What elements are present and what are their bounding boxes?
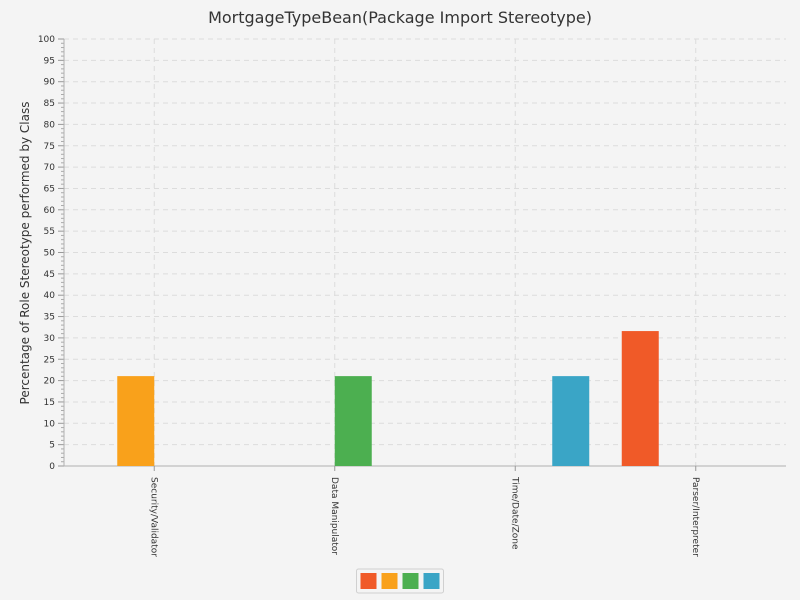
bar <box>552 376 590 466</box>
legend-swatch <box>381 573 398 589</box>
chart-title: MortgageTypeBean(Package Import Stereoty… <box>208 8 592 27</box>
y-tick-label: 65 <box>44 184 55 194</box>
y-tick-label: 75 <box>44 142 55 152</box>
legend-box <box>356 568 444 594</box>
x-tick-label: Security/Validator <box>148 477 158 557</box>
y-tick-label: 50 <box>44 249 56 259</box>
y-tick-label: 10 <box>44 419 56 429</box>
bar <box>117 376 155 466</box>
y-tick-label: 80 <box>44 120 56 130</box>
grid-lines <box>64 38 786 467</box>
y-tick-label: 30 <box>44 334 56 344</box>
y-tick-label: 90 <box>44 78 56 88</box>
x-tick-label: Parser/Interpreter <box>690 477 700 557</box>
y-tick-label: 20 <box>44 377 56 387</box>
y-tick-label: 0 <box>49 462 55 472</box>
legend-swatch <box>360 573 377 589</box>
y-tick-label: 25 <box>44 355 55 365</box>
x-tick-label: Data Manipulator <box>329 477 339 555</box>
y-tick-label: 40 <box>44 291 56 301</box>
y-tick-label: 95 <box>44 56 55 66</box>
bars <box>117 331 659 466</box>
x-tick-label: Time/Date/Zone <box>509 476 519 550</box>
y-tick-label: 100 <box>38 35 55 45</box>
y-tick-label: 55 <box>44 227 55 237</box>
bar <box>334 376 372 466</box>
y-tick-label: 45 <box>44 270 55 280</box>
legend <box>356 568 444 594</box>
y-axis: 0 5 10 15 20 25 30 35 40 45 50 55 60 65 70 75 80 85 90 95 10… <box>38 35 65 472</box>
x-axis: Security/Validator Data Manipulator Time/D… <box>64 465 786 557</box>
y-tick-label: 5 <box>49 441 55 451</box>
y-tick-label: 70 <box>44 163 56 173</box>
y-tick-label: 15 <box>44 398 55 408</box>
y-tick-label: 35 <box>44 313 55 323</box>
y-tick-label: 60 <box>44 206 56 216</box>
y-tick-label: 85 <box>44 99 55 109</box>
bar <box>621 331 659 466</box>
y-axis-label: Percentage of Role Stereotype performed … <box>18 102 32 405</box>
legend-swatch <box>423 573 440 589</box>
legend-swatch <box>402 573 419 589</box>
